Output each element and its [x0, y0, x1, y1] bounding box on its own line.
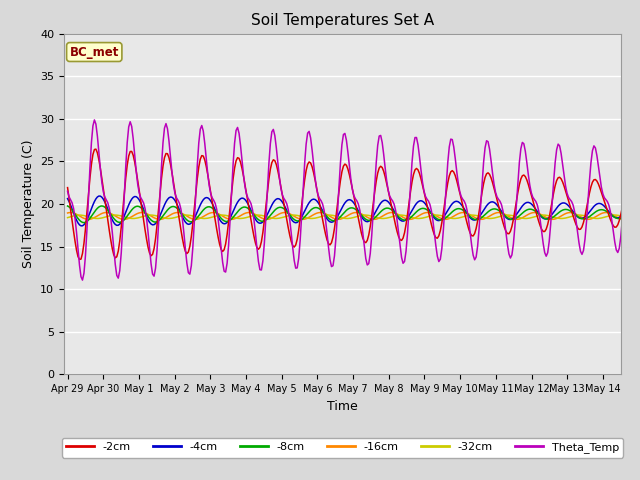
Legend: -2cm, -4cm, -8cm, -16cm, -32cm, Theta_Temp: -2cm, -4cm, -8cm, -16cm, -32cm, Theta_Te… [61, 438, 623, 458]
Y-axis label: Soil Temperature (C): Soil Temperature (C) [22, 140, 35, 268]
Title: Soil Temperatures Set A: Soil Temperatures Set A [251, 13, 434, 28]
X-axis label: Time: Time [327, 400, 358, 413]
Text: BC_met: BC_met [70, 46, 119, 59]
